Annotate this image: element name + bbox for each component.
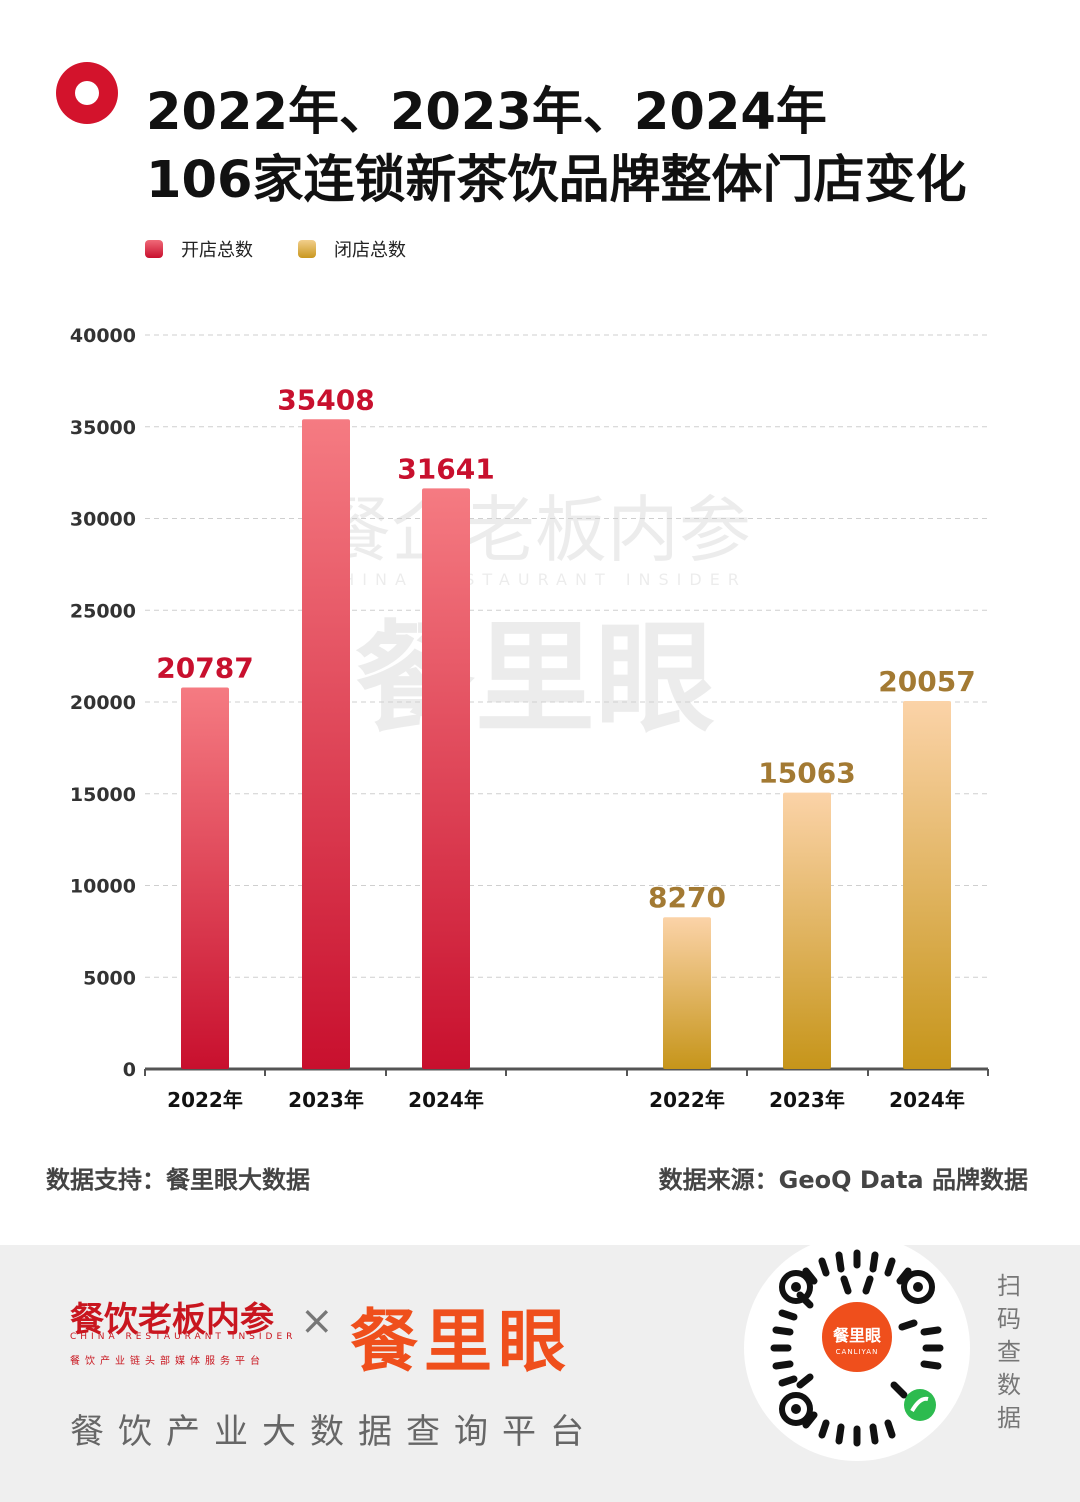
bar-close-2024年 [903, 700, 951, 1069]
data-label: 35408 [277, 383, 374, 416]
x-tick-label: 2023年 [769, 1088, 845, 1112]
legend-item-open: 开店总数 [145, 236, 253, 262]
y-tick-label: 15000 [70, 784, 136, 806]
y-tick-label: 10000 [70, 876, 136, 898]
qr-center-logo: 餐里眼 CANLIYAN [818, 1298, 896, 1376]
qr-pattern-icon [770, 1249, 944, 1447]
watermark-text-1: 餐企老板内参 [319, 488, 751, 572]
title-bullet-icon [56, 62, 118, 124]
legend-swatch-open [145, 240, 163, 258]
bar-open-2022年 [181, 687, 229, 1069]
qr-center-logo-subtext: CANLIYAN [835, 1348, 879, 1356]
y-tick-label: 40000 [70, 325, 136, 347]
bar-open-2024年 [422, 488, 470, 1069]
data-label: 20057 [878, 665, 975, 698]
x-tick-label: 2024年 [889, 1088, 965, 1112]
data-label: 20787 [156, 652, 253, 685]
mini-program-qr-code[interactable] [744, 1235, 970, 1461]
bar-close-2022年 [663, 917, 711, 1069]
data-source-note: 数据来源：GeoQ Data 品牌数据 [658, 1166, 1028, 1194]
data-label: 31641 [397, 452, 494, 485]
legend-swatch-close [298, 240, 316, 258]
x-tick-label: 2022年 [167, 1088, 243, 1112]
collab-times-icon: × [300, 1298, 334, 1344]
watermark-text-3: 餐里眼 [355, 610, 715, 749]
page-title-line2: 106家连锁新茶饮品牌整体门店变化 [146, 151, 967, 210]
y-tick-label: 35000 [70, 417, 136, 439]
y-tick-label: 25000 [70, 600, 136, 622]
brand-logo-canliyan: 餐里眼 [350, 1303, 573, 1382]
bar-close-2023年 [783, 792, 831, 1069]
brand-logo-tagline: 餐饮产业链头部媒体服务平台 [70, 1356, 265, 1367]
y-tick-label: 20000 [70, 692, 136, 714]
y-tick-label: 30000 [70, 509, 136, 531]
legend-label-close: 闭店总数 [334, 240, 406, 261]
y-tick-label: 0 [123, 1059, 136, 1081]
data-label: 8270 [648, 881, 726, 914]
x-tick-label: 2024年 [408, 1088, 484, 1112]
data-label: 15063 [758, 757, 855, 790]
brand-logo-restaurant-insider: 餐饮老板内参 [70, 1300, 274, 1340]
watermark-text-2: CHINA RESTAURANT INSIDER [323, 570, 747, 589]
platform-tagline: 餐饮产业大数据查询平台 [70, 1412, 598, 1452]
bar-chart: 餐企老板内参 CHINA RESTAURANT INSIDER 餐里眼 0 500… [70, 325, 989, 1112]
data-support-note: 数据支持：餐里眼大数据 [46, 1166, 310, 1194]
legend-item-close: 闭店总数 [298, 236, 406, 262]
scan-to-check-label: 扫码查数据 [997, 1272, 1021, 1432]
watermark: 餐企老板内参 CHINA RESTAURANT INSIDER 餐里眼 [319, 488, 751, 749]
x-tick-label: 2023年 [288, 1088, 364, 1112]
page-title-line1: 2022年、2023年、2024年 [146, 83, 827, 142]
bar-open-2023年 [302, 419, 350, 1069]
y-tick-label: 5000 [83, 967, 136, 989]
qr-center-logo-text: 餐里眼 [832, 1326, 881, 1345]
legend-label-open: 开店总数 [181, 240, 253, 261]
brand-logo-subtitle: CHINA RESTAURANT INSIDER [70, 1332, 297, 1342]
x-tick-label: 2022年 [649, 1088, 725, 1112]
